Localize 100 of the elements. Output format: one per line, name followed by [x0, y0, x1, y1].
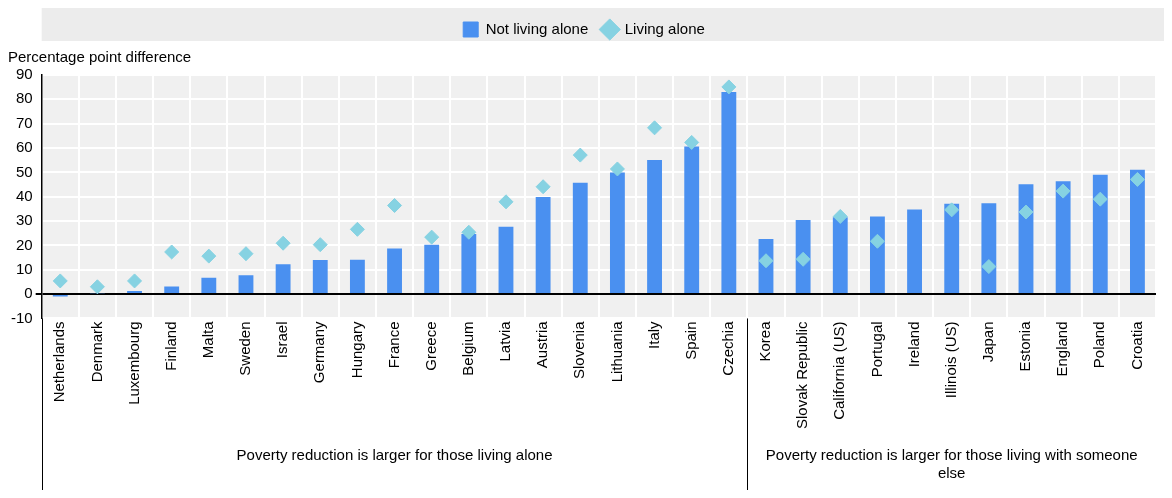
point [535, 179, 551, 195]
point [238, 246, 254, 262]
x-tick-label: Korea [756, 320, 774, 362]
x-tick-label: Spain [681, 321, 699, 360]
bar [1130, 169, 1145, 294]
point [721, 79, 737, 95]
point [795, 251, 811, 267]
bar [907, 209, 922, 294]
bar [312, 260, 328, 294]
y-tick-label: 90 [15, 65, 33, 83]
x-tick-label: Greece [421, 321, 439, 371]
point [312, 237, 328, 253]
point [127, 273, 143, 289]
bar [164, 286, 180, 294]
text: Poverty reduction is larger for those living with someone else [765, 446, 1138, 482]
x-tick-label: Czechia [718, 320, 736, 376]
bar [1018, 184, 1034, 294]
point [981, 259, 997, 275]
legend-label: Not living alone [485, 19, 589, 37]
bar [1055, 181, 1071, 294]
point [647, 120, 663, 136]
x-tick-label: Lithuania [607, 320, 625, 383]
y-tick-label: 20 [15, 235, 33, 253]
x-tick-label: Netherlands [50, 321, 68, 403]
bar [684, 146, 700, 294]
x-tick-label: Austria [533, 320, 551, 369]
x-tick-label: Israel [273, 321, 291, 359]
point [758, 253, 774, 269]
x-tick-label: France [384, 321, 402, 369]
x-tick-label: Ireland [904, 321, 922, 368]
bar [832, 217, 848, 294]
y-tick-label: 40 [15, 186, 33, 204]
x-tick-label: Finland [161, 321, 179, 371]
point [944, 202, 960, 218]
point [52, 273, 68, 289]
x-tick-label: Slovenia [570, 320, 588, 379]
x-tick-label: Japan [978, 321, 996, 363]
y-tick-label: 80 [15, 89, 33, 107]
y-tick-label: 0 [24, 284, 33, 302]
point [1129, 171, 1145, 187]
bar [981, 203, 997, 294]
x-tick-label: Illinois (US) [941, 321, 959, 399]
x-tick-label: Portugal [867, 321, 885, 378]
bar [647, 159, 662, 294]
point [572, 147, 588, 163]
x-tick-label: Sweden [236, 321, 254, 376]
point [387, 197, 403, 213]
point [201, 248, 217, 264]
point [1055, 183, 1071, 199]
bar [721, 92, 737, 294]
bar [461, 233, 477, 294]
x-tick-label: California (US) [830, 321, 848, 420]
x-tick-label: Italy [644, 320, 662, 349]
point [164, 244, 180, 260]
point [424, 229, 440, 245]
x-tick-label: Malta [198, 320, 216, 359]
x-tick-label: Hungary [347, 320, 365, 379]
y-tick-label: 10 [15, 259, 33, 277]
y-tick-label: 60 [15, 138, 33, 156]
point [869, 233, 885, 249]
bar [535, 196, 551, 294]
point [832, 208, 848, 224]
point [684, 134, 700, 150]
bar [572, 182, 588, 294]
point [609, 161, 625, 177]
y-tick-label: 50 [15, 162, 33, 180]
y-tick-label: 30 [15, 211, 33, 229]
text: Poverty reduction is larger for those living alone [236, 446, 553, 464]
x-tick-label: Germany [310, 320, 328, 384]
point [275, 235, 291, 251]
bar [238, 275, 254, 294]
bar [201, 277, 217, 294]
point [89, 279, 105, 295]
x-tick-label: Estonia [1016, 320, 1034, 372]
y-tick-label: 70 [15, 113, 33, 131]
y-axis-title: Percentage point difference [8, 48, 192, 66]
bar [498, 226, 514, 294]
y-tick-label: -10 [10, 308, 33, 326]
bar [1092, 174, 1108, 294]
bar [944, 203, 960, 294]
point [461, 224, 477, 240]
bar [609, 172, 625, 294]
x-tick-label: Luxembourg [124, 321, 142, 405]
x-tick-label: Belgium [458, 321, 476, 376]
bar [127, 290, 142, 294]
bar [387, 248, 402, 294]
point [1092, 191, 1108, 207]
x-tick-label: Poland [1090, 321, 1108, 369]
x-tick-label: Slovak Republic [793, 320, 811, 430]
x-tick-label: Denmark [87, 320, 105, 383]
x-tick-label: Croatia [1127, 320, 1145, 370]
bar [275, 264, 291, 294]
point [498, 194, 514, 210]
legend-label: Living alone [624, 19, 705, 37]
point [1018, 204, 1034, 220]
x-tick-label: England [1053, 321, 1071, 377]
bar [424, 244, 440, 294]
bar [349, 259, 365, 294]
x-tick-label: Latvia [496, 320, 514, 362]
point [349, 221, 365, 237]
